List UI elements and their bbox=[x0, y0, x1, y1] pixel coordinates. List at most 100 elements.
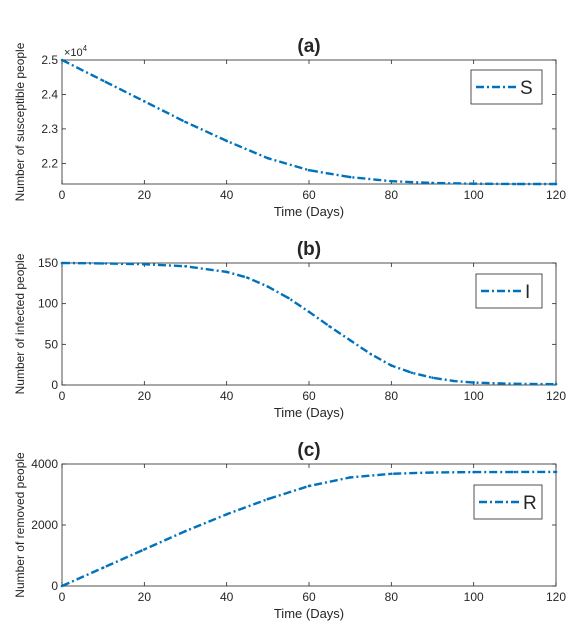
data-point bbox=[143, 262, 146, 266]
data-point bbox=[472, 470, 475, 474]
x-tick-label: 120 bbox=[546, 188, 566, 202]
data-point bbox=[513, 182, 517, 186]
data-point bbox=[390, 179, 393, 183]
legend-label: S bbox=[520, 78, 533, 99]
data-point bbox=[348, 175, 352, 179]
data-point bbox=[390, 364, 393, 367]
legend: S bbox=[470, 69, 543, 105]
x-tick-label: 0 bbox=[59, 590, 66, 604]
y-axis-label: Number of infected people bbox=[13, 253, 27, 394]
data-point bbox=[266, 497, 270, 501]
data-point bbox=[101, 262, 105, 265]
data-point bbox=[184, 529, 187, 533]
panel-a: 0 20 40 60 80 100 120 2.2 2.3 2.4 2.5 ×104 (a) Time (… bbox=[13, 36, 566, 219]
y-axis-label: Number of removed people bbox=[13, 452, 27, 598]
data-point bbox=[554, 470, 558, 474]
legend: I bbox=[475, 273, 543, 309]
axes-box bbox=[61, 463, 557, 587]
x-axis-label: Time (Days) bbox=[274, 606, 344, 621]
data-point bbox=[225, 139, 228, 143]
x-tick-label: 80 bbox=[385, 590, 399, 604]
data-point bbox=[307, 484, 311, 488]
data-point bbox=[307, 310, 311, 314]
y-exponent-label: ×104 bbox=[64, 44, 88, 59]
y-tick-label: 150 bbox=[38, 256, 58, 270]
data-point bbox=[143, 100, 146, 103]
data-point bbox=[348, 476, 352, 479]
y-tick-label: 0 bbox=[51, 378, 58, 392]
data-point bbox=[410, 371, 414, 375]
y-axis-label: Number of susceptible people bbox=[13, 42, 27, 201]
x-tick-label: 40 bbox=[220, 590, 234, 604]
data-point bbox=[369, 352, 373, 356]
axes-box bbox=[61, 262, 557, 386]
x-axis-label: Time (Days) bbox=[274, 405, 344, 420]
x-axis-label: Time (Days) bbox=[274, 204, 344, 219]
x-tick-label: 60 bbox=[302, 590, 316, 604]
legend-label: R bbox=[523, 493, 537, 514]
data-point bbox=[266, 285, 270, 288]
data-point bbox=[554, 182, 558, 186]
y-tick-label: 2.5 bbox=[41, 53, 58, 67]
x-tick-label: 120 bbox=[546, 389, 566, 403]
y-tick-label: 0 bbox=[51, 579, 58, 593]
x-tick-label: 100 bbox=[464, 590, 484, 604]
x-tick-label: 60 bbox=[302, 389, 316, 403]
y-tick-label: 2000 bbox=[31, 518, 58, 532]
data-point bbox=[287, 296, 290, 300]
legend: R bbox=[473, 484, 543, 520]
data-point bbox=[266, 156, 270, 160]
x-tick-label: 80 bbox=[385, 188, 399, 202]
x-tick-label: 20 bbox=[138, 389, 152, 403]
x-tick-label: 20 bbox=[138, 188, 152, 202]
panel-title: (a) bbox=[297, 36, 320, 57]
data-point bbox=[472, 182, 475, 185]
y-exponent-power: 4 bbox=[83, 44, 88, 53]
y-tick-label: 2.3 bbox=[41, 122, 58, 136]
data-point bbox=[513, 382, 517, 386]
x-tick-label: 0 bbox=[59, 389, 66, 403]
data-point bbox=[225, 513, 228, 516]
data-point bbox=[307, 168, 311, 172]
x-tick-label: 80 bbox=[385, 389, 399, 403]
data-point bbox=[554, 382, 558, 386]
legend-label: I bbox=[525, 282, 530, 303]
y-tick-label: 2.2 bbox=[41, 156, 58, 170]
x-tick-label: 60 bbox=[302, 188, 316, 202]
data-point bbox=[348, 338, 352, 342]
data-point bbox=[60, 261, 64, 265]
x-tick-label: 40 bbox=[220, 188, 234, 202]
data-point bbox=[245, 276, 249, 279]
data-point bbox=[184, 120, 187, 124]
y-tick-label: 100 bbox=[38, 297, 58, 311]
data-point bbox=[472, 381, 475, 384]
x-tick-label: 100 bbox=[464, 389, 484, 403]
data-point bbox=[390, 472, 393, 476]
x-tick-label: 100 bbox=[464, 188, 484, 202]
panel-c: 0 20 40 60 80 100 120 0 2000 4000 (c) Time (Days) Nu… bbox=[13, 440, 566, 621]
data-point bbox=[101, 566, 105, 569]
data-point bbox=[328, 325, 331, 328]
data-point bbox=[451, 379, 455, 383]
panel-title: (c) bbox=[297, 440, 320, 461]
x-tick-label: 40 bbox=[220, 389, 234, 403]
y-tick-label: 50 bbox=[45, 337, 59, 351]
x-tick-label: 0 bbox=[59, 188, 66, 202]
data-point bbox=[225, 270, 228, 274]
panel-title: (b) bbox=[297, 239, 321, 260]
y-tick-label: 2.4 bbox=[41, 87, 58, 101]
data-point bbox=[60, 584, 64, 588]
data-point bbox=[184, 264, 187, 268]
y-tick-label: 4000 bbox=[31, 457, 58, 471]
data-point bbox=[431, 181, 434, 185]
data-point bbox=[431, 471, 434, 474]
data-point bbox=[513, 470, 517, 474]
x-tick-label: 120 bbox=[546, 590, 566, 604]
data-point bbox=[101, 79, 105, 82]
x-tick-label: 20 bbox=[138, 590, 152, 604]
data-point bbox=[431, 376, 434, 379]
data-point bbox=[143, 548, 146, 551]
panel-b: 0 20 40 60 80 100 120 0 50 100 150 (b) Time (Days) Nu… bbox=[13, 239, 566, 420]
data-point bbox=[60, 58, 64, 62]
